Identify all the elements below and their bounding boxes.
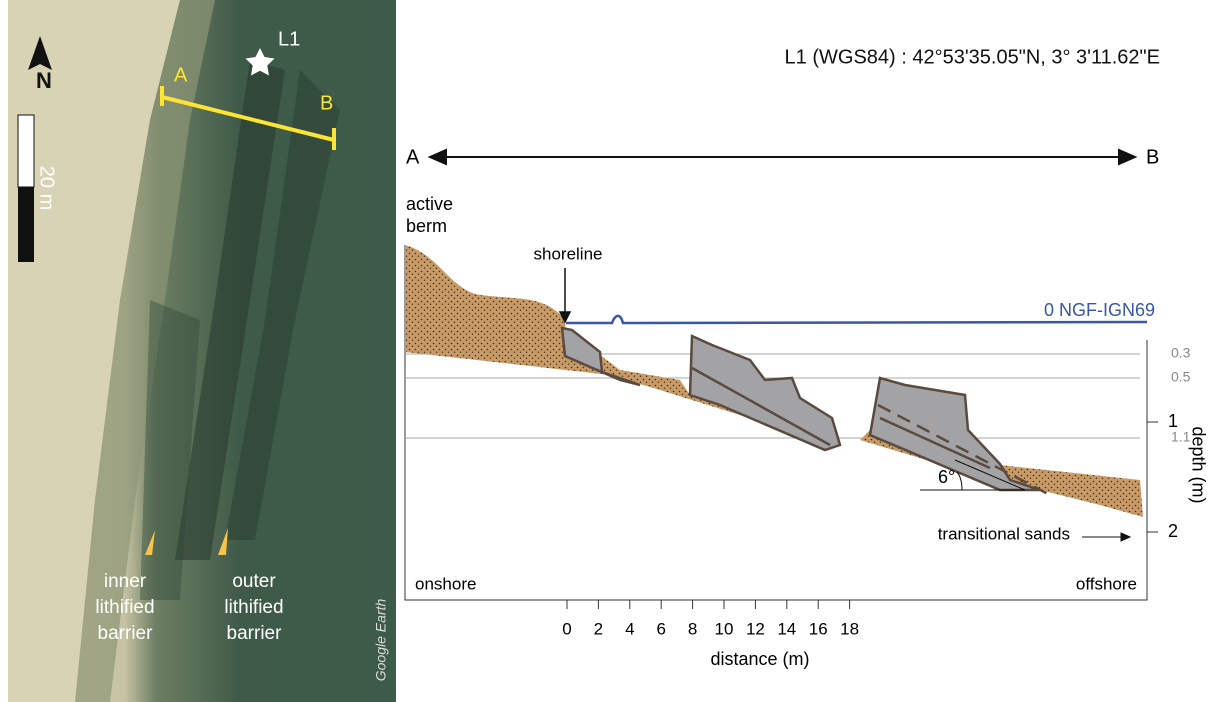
scale-bar-white	[17, 114, 35, 188]
x-tick-label: 10	[715, 619, 734, 638]
x-tick-label: 4	[625, 619, 634, 638]
shoreline-label: shoreline	[534, 244, 603, 263]
x-axis-title: distance (m)	[710, 649, 809, 669]
transitional-label: transitional sands	[938, 524, 1070, 543]
y-axis-title: depth (m)	[1188, 426, 1208, 503]
inner-label-line: barrier	[98, 623, 154, 644]
x-tick-label: 2	[594, 619, 603, 638]
ab-arrow	[427, 148, 1138, 166]
minor-depth-label: 1.1	[1171, 429, 1191, 445]
inner-label: inner lithified barrier	[95, 571, 154, 644]
inner-label-line: lithified	[95, 597, 154, 618]
x-tick-label: 16	[809, 619, 828, 638]
transitional-arrow	[1082, 532, 1132, 542]
minor-depth-label: 0.5	[1171, 369, 1191, 385]
section-a: A	[406, 146, 420, 168]
sand	[405, 245, 1143, 517]
scale-bar-black	[18, 187, 34, 262]
minor-depth-label: 0.3	[1171, 345, 1191, 361]
lithified-slabs	[560, 326, 1041, 492]
north-label: N	[36, 68, 52, 93]
angle-label: 6°	[938, 467, 955, 487]
coordinates: L1 (WGS84) : 42°53'35.05"N, 3° 3'11.62"E	[785, 46, 1160, 68]
frame	[404, 245, 1148, 601]
outer-label-line: barrier	[227, 623, 283, 644]
inner-arrow	[145, 530, 155, 555]
datum-label: 0 NGF-IGN69	[1044, 300, 1155, 320]
slab-lines	[691, 366, 1051, 497]
x-tick-label: 12	[746, 619, 765, 638]
x-tick-label: 14	[777, 619, 796, 638]
major-depth-label: 2	[1168, 521, 1178, 541]
outer-label: outer lithified barrier	[224, 571, 283, 644]
onshore-label: onshore	[415, 574, 476, 593]
major-depth-label: 1	[1168, 411, 1178, 431]
map-a: A	[174, 64, 188, 86]
water-level	[566, 314, 1148, 325]
section-b: B	[1146, 146, 1159, 168]
star	[245, 48, 275, 76]
inner-label-line: inner	[104, 571, 147, 592]
x-tick-label: 18	[840, 619, 859, 638]
outer-label-line: lithified	[224, 597, 283, 618]
scale-label: 20 m	[36, 166, 58, 210]
offshore-label: offshore	[1076, 574, 1137, 593]
outer-arrow	[218, 528, 228, 555]
outer-label-line: outer	[232, 571, 276, 592]
angle-marker	[920, 459, 1026, 491]
x-tick-label: 0	[562, 619, 571, 638]
shoreline-arrow	[558, 268, 572, 324]
berm-line: berm	[406, 216, 447, 236]
map-b: B	[320, 92, 333, 114]
point-label: L1	[278, 28, 300, 50]
x-tick-label: 8	[688, 619, 697, 638]
x-tick-label: 6	[656, 619, 665, 638]
transect	[160, 86, 336, 150]
berm-line: active	[406, 194, 453, 214]
credit: Google Earth	[373, 599, 389, 682]
north-arrow	[28, 36, 52, 70]
aerial-photo	[8, 0, 396, 702]
